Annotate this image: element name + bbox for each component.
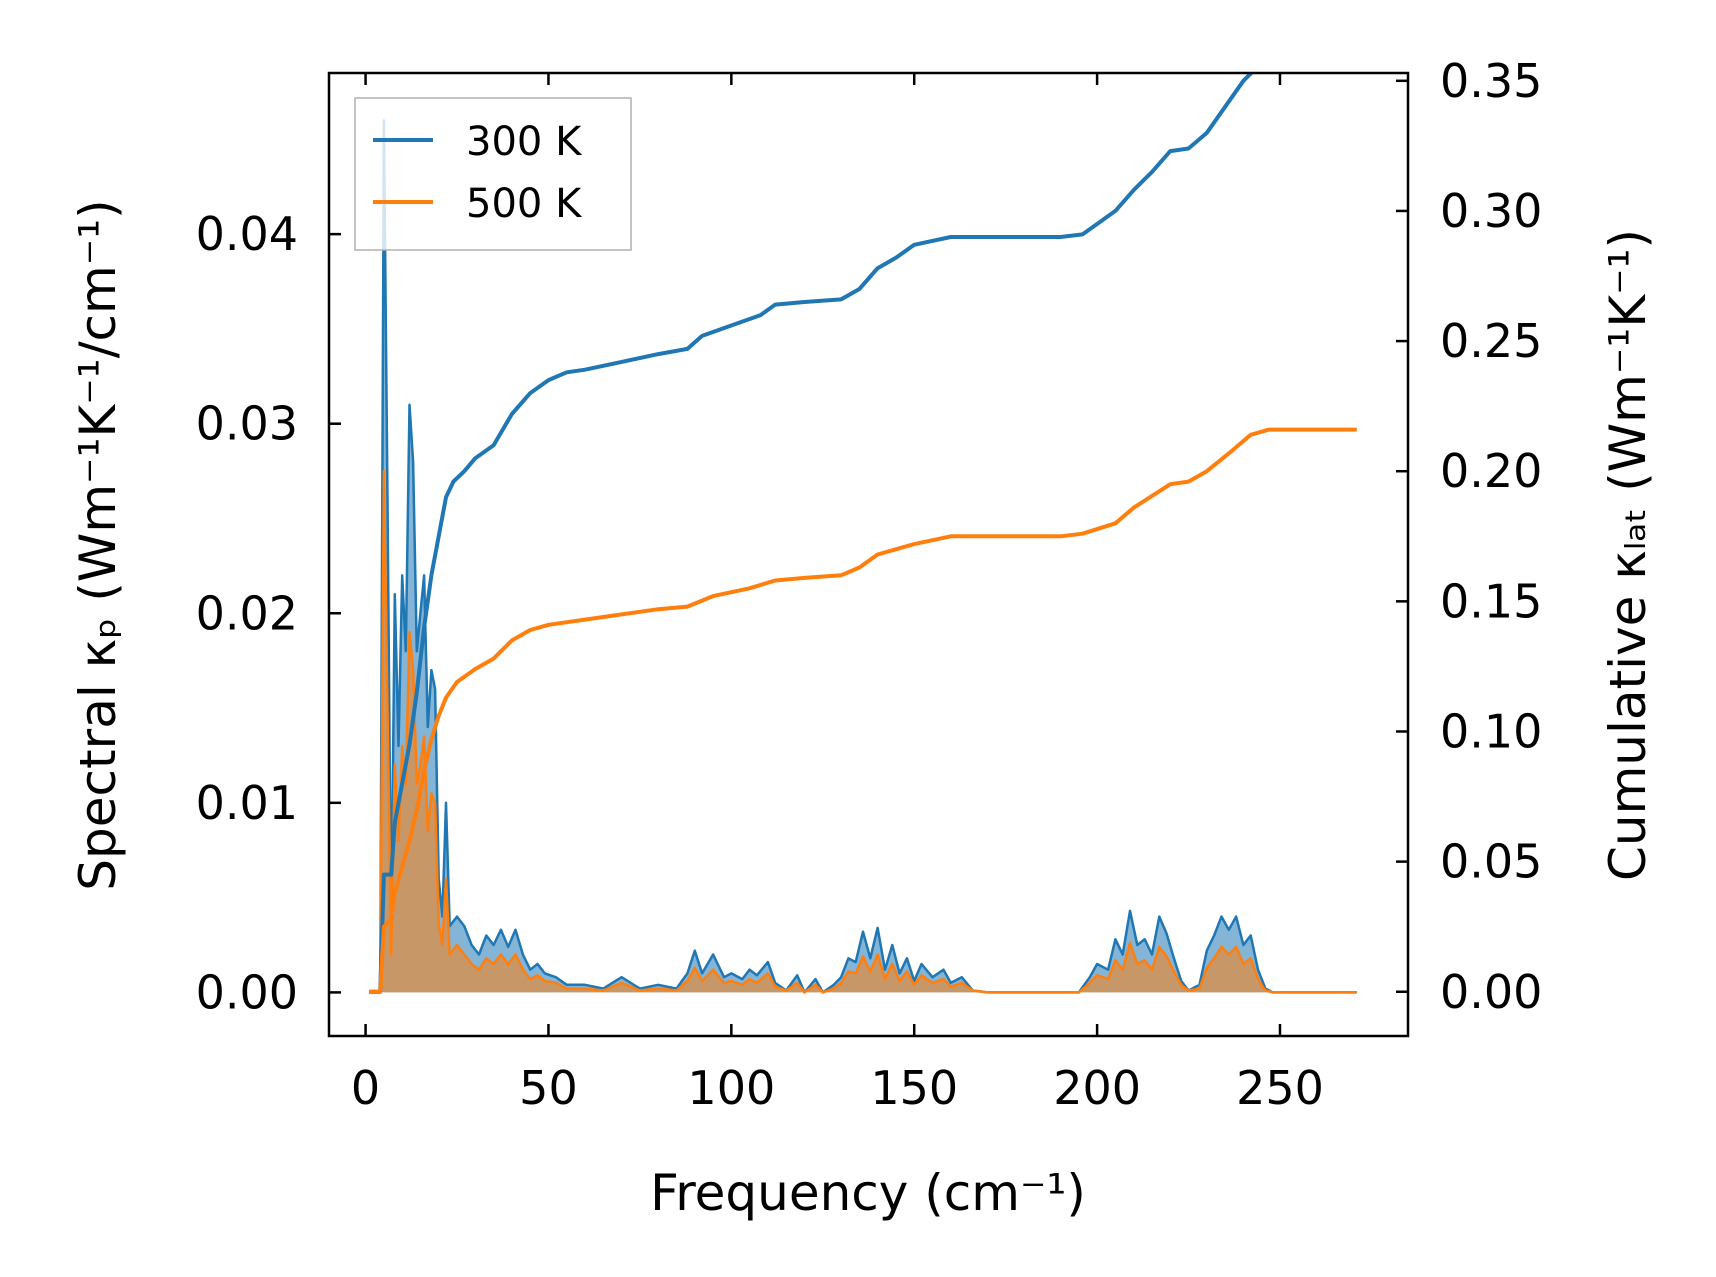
left-y-tick-label: 0.00 — [196, 965, 298, 1019]
left-y-axis: 0.00 0.01 0.02 0.03 0.04 — [196, 207, 341, 1019]
legend-box — [354, 97, 632, 251]
spectral-series-layer — [369, 119, 1357, 994]
right-y-tick-label: 0.00 — [1440, 965, 1542, 1019]
x-tick-label: 50 — [519, 1061, 578, 1115]
left-y-axis-label: Spectral κₚ (Wm⁻¹K⁻¹/cm⁻¹) — [69, 199, 127, 890]
x-axis: 0 50 100 150 200 250 — [351, 73, 1324, 1115]
spectral-line-500k — [369, 469, 1357, 994]
right-y-axis: 0.00 0.05 0.10 0.15 0.20 0.25 0.30 0.35 — [1396, 54, 1542, 1019]
x-axis-label: Frequency (cm⁻¹) — [650, 1164, 1086, 1222]
x-tick-label: 150 — [870, 1061, 958, 1115]
legend-label-300k: 300 K — [466, 119, 583, 165]
cumulative-line-300k — [369, 73, 1255, 994]
x-tick-label: 0 — [351, 1061, 380, 1115]
x-tick-label: 100 — [687, 1061, 775, 1115]
x-tick-label: 200 — [1053, 1061, 1141, 1115]
right-y-tick-label: 0.20 — [1440, 444, 1542, 498]
left-y-tick-label: 0.03 — [196, 397, 298, 451]
legend-label-500k: 500 K — [466, 181, 583, 227]
spectral-area-500k — [369, 471, 1357, 993]
left-y-tick-label: 0.04 — [196, 207, 298, 261]
right-y-tick-label: 0.35 — [1440, 54, 1542, 108]
spectral-line-300k — [369, 119, 1357, 994]
legend: 300 K 500 K — [354, 97, 632, 251]
cumulative-line-500k — [369, 427, 1357, 994]
right-y-tick-label: 0.25 — [1440, 314, 1542, 368]
x-tick-label: 250 — [1236, 1061, 1324, 1115]
right-y-tick-label: 0.05 — [1440, 835, 1542, 889]
cumulative-series-layer — [369, 73, 1357, 994]
left-y-tick-label: 0.01 — [196, 776, 298, 830]
plot-frame — [327, 71, 1410, 1038]
right-y-tick-label: 0.10 — [1440, 704, 1542, 758]
spectral-area-300k — [369, 120, 1357, 993]
right-y-axis-label: Cumulative κₗₐₜ (Wm⁻¹K⁻¹) — [1599, 229, 1657, 881]
right-y-tick-label: 0.30 — [1440, 184, 1542, 238]
left-y-tick-label: 0.02 — [196, 586, 298, 640]
right-y-tick-label: 0.15 — [1440, 574, 1542, 628]
